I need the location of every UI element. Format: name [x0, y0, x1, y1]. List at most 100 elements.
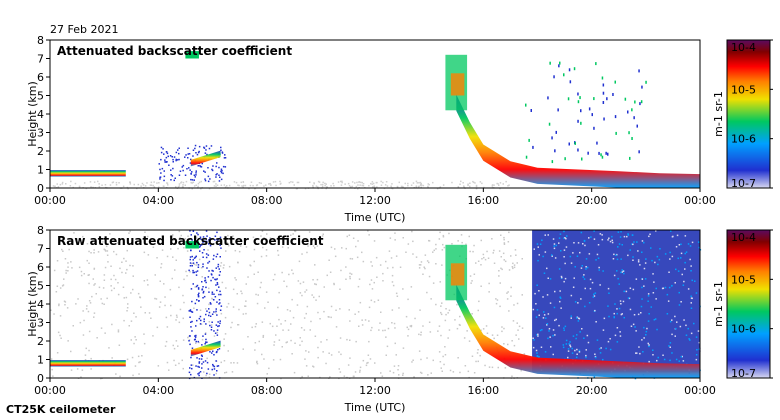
noise-pixel	[197, 233, 199, 236]
noise-pixel	[413, 376, 415, 378]
noise-pixel	[200, 358, 203, 360]
noise-pixel	[558, 64, 560, 68]
noise-pixel	[367, 354, 370, 356]
noise-pixel	[680, 301, 682, 303]
noise-pixel	[178, 152, 180, 155]
noise-pixel	[343, 375, 346, 377]
noise-pixel	[202, 265, 204, 268]
noise-pixel	[601, 155, 604, 159]
y-tick-label: 3	[37, 317, 44, 330]
noise-pixel	[178, 230, 181, 233]
noise-pixel	[220, 146, 222, 149]
noise-pixel	[179, 170, 182, 172]
noise-pixel	[89, 302, 92, 304]
noise-pixel	[65, 183, 67, 185]
noise-pixel	[359, 366, 362, 369]
noise-pixel	[178, 183, 181, 185]
noise-pixel	[209, 324, 211, 327]
noise-pixel	[500, 256, 502, 258]
noise-pixel	[326, 274, 328, 277]
noise-pixel	[219, 271, 221, 273]
noise-pixel	[175, 159, 177, 162]
noise-pixel	[477, 349, 479, 351]
noise-pixel	[549, 302, 552, 304]
noise-pixel	[382, 272, 384, 275]
noise-pixel	[282, 329, 284, 331]
noise-pixel	[443, 363, 445, 366]
noise-pixel	[202, 361, 205, 363]
noise-pixel	[205, 281, 207, 284]
noise-pixel	[576, 348, 578, 351]
noise-pixel	[321, 183, 324, 186]
noise-pixel	[277, 254, 280, 256]
noise-pixel	[160, 263, 163, 265]
noise-pixel	[184, 174, 187, 176]
noise-pixel	[698, 246, 700, 249]
noise-pixel	[195, 325, 197, 327]
noise-pixel	[199, 323, 202, 325]
noise-pixel	[496, 299, 499, 301]
noise-pixel	[420, 261, 423, 263]
noise-pixel	[587, 341, 590, 344]
noise-pixel	[220, 262, 223, 264]
noise-pixel	[480, 264, 482, 266]
noise-pixel	[636, 124, 638, 128]
noise-pixel	[57, 331, 60, 334]
noise-pixel	[574, 301, 577, 303]
noise-pixel	[470, 282, 472, 284]
noise-pixel	[422, 273, 424, 275]
noise-pixel	[407, 328, 410, 331]
noise-pixel	[598, 266, 600, 269]
noise-pixel	[255, 293, 257, 296]
noise-pixel	[90, 186, 92, 188]
noise-pixel	[617, 231, 620, 233]
noise-pixel	[295, 188, 298, 190]
noise-pixel	[563, 237, 565, 239]
noise-pixel	[134, 336, 136, 338]
noise-pixel	[410, 325, 413, 328]
noise-pixel	[426, 291, 428, 294]
noise-pixel	[563, 73, 565, 77]
noise-pixel	[191, 347, 194, 349]
noise-pixel	[464, 365, 467, 367]
noise-pixel	[675, 246, 678, 248]
noise-pixel	[380, 184, 383, 186]
noise-pixel	[501, 268, 503, 271]
noise-pixel	[472, 250, 474, 253]
noise-pixel	[355, 245, 357, 248]
noise-pixel	[301, 294, 303, 297]
noise-pixel	[245, 283, 247, 285]
noise-pixel	[635, 330, 637, 332]
noise-pixel	[516, 322, 518, 324]
noise-pixel	[345, 266, 347, 268]
noise-pixel	[210, 326, 213, 328]
noise-pixel	[143, 342, 146, 345]
noise-pixel	[189, 265, 192, 267]
noise-pixel	[454, 319, 456, 321]
noise-pixel	[239, 245, 242, 247]
noise-pixel	[158, 306, 161, 308]
noise-pixel	[78, 266, 81, 269]
noise-pixel	[616, 312, 618, 315]
noise-pixel	[224, 333, 227, 335]
noise-pixel	[261, 353, 263, 356]
noise-pixel	[223, 264, 225, 266]
noise-pixel	[442, 243, 444, 246]
noise-pixel	[212, 350, 214, 352]
noise-pixel	[198, 150, 200, 153]
noise-pixel	[362, 359, 365, 362]
noise-pixel	[92, 186, 94, 189]
noise-pixel	[208, 260, 211, 263]
noise-pixel	[208, 321, 211, 323]
noise-pixel	[560, 250, 562, 252]
noise-pixel	[216, 350, 218, 353]
noise-pixel	[158, 186, 160, 188]
noise-pixel	[347, 182, 350, 185]
noise-pixel	[401, 185, 404, 188]
noise-pixel	[602, 83, 605, 87]
noise-pixel	[307, 375, 309, 377]
noise-pixel	[361, 251, 363, 254]
noise-pixel	[232, 235, 234, 237]
noise-pixel	[428, 261, 430, 264]
